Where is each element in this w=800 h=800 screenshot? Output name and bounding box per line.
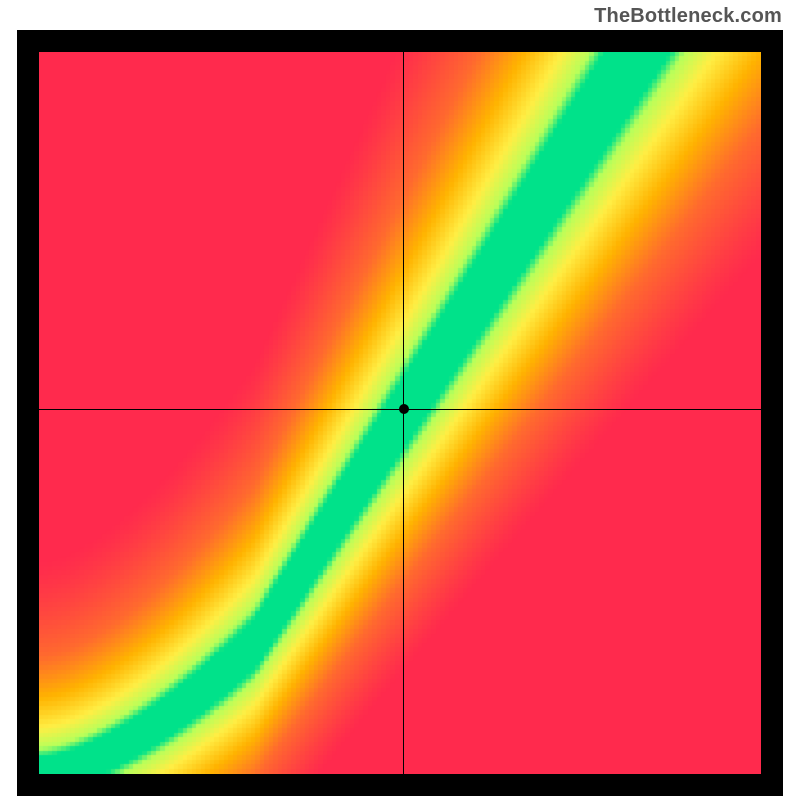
page-container: TheBottleneck.com — [0, 0, 800, 800]
plot-frame — [17, 30, 783, 796]
plot-area — [39, 52, 761, 774]
data-point-marker — [399, 404, 409, 414]
watermark-label: TheBottleneck.com — [594, 5, 782, 28]
